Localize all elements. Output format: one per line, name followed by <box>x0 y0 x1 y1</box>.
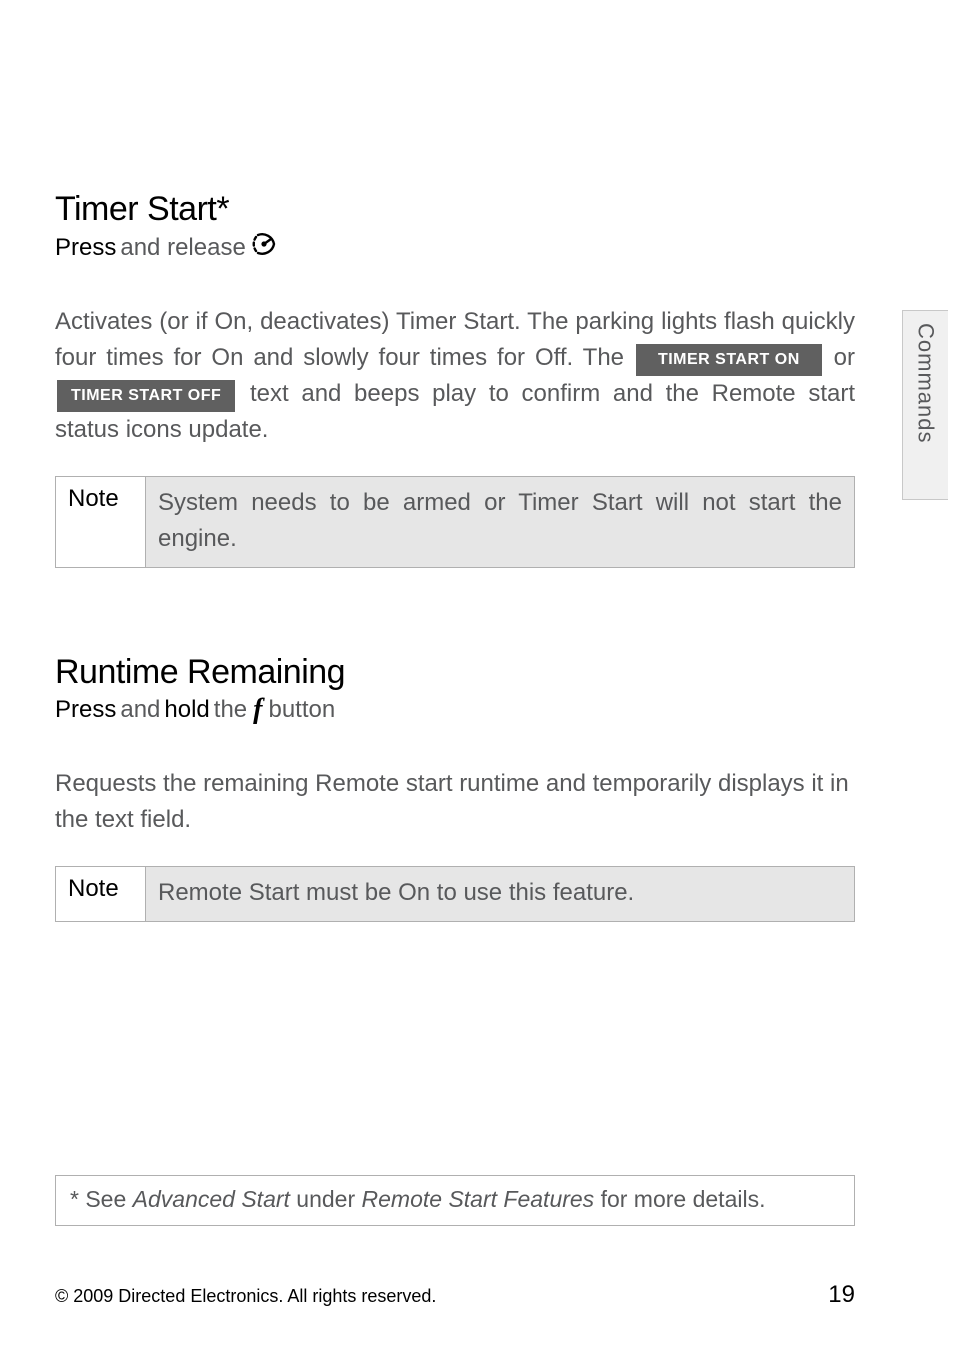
note-body: System needs to be armed or Timer Start … <box>146 477 855 568</box>
and-release: and release <box>120 234 245 262</box>
footnote-advanced-start: Advanced Start <box>133 1186 290 1212</box>
and-word: and <box>120 696 160 724</box>
instruction-timer-start: Press and release <box>55 231 855 264</box>
heading-runtime: Runtime Remaining <box>55 653 855 692</box>
note-body-2: Remote Start must be On to use this feat… <box>146 867 855 922</box>
hold-word: hold <box>164 696 209 724</box>
page-content: Timer Start* Press and release Activates… <box>55 190 855 922</box>
press-word: Press <box>55 234 116 262</box>
heading-timer-start: Timer Start* <box>55 190 855 229</box>
press-word-2: Press <box>55 696 116 724</box>
footer-page-number: 19 <box>828 1281 855 1309</box>
note-label-2: Note <box>56 867 146 922</box>
or-word: or <box>834 344 855 371</box>
section-timer-start: Timer Start* Press and release Activates… <box>55 190 855 568</box>
tag-timer-start-off: TIMER START OFF <box>57 380 235 412</box>
footnote-tail: for more details. <box>594 1186 765 1212</box>
note-timer-start: Note System needs to be armed or Timer S… <box>55 476 855 568</box>
section-runtime-remaining: Runtime Remaining Press and hold the f b… <box>55 653 855 922</box>
note-runtime: Note Remote Start must be On to use this… <box>55 866 855 922</box>
footnote-rsf: Remote Start Features <box>362 1186 595 1212</box>
note-label: Note <box>56 477 146 568</box>
the-word: the <box>214 696 247 724</box>
footnote-under: under <box>290 1186 362 1212</box>
footer: © 2009 Directed Electronics. All rights … <box>55 1281 855 1309</box>
button-word: button <box>268 696 335 724</box>
side-tab-label: Commands <box>913 323 939 443</box>
footnote: * See Advanced Start under Remote Start … <box>55 1175 855 1226</box>
footnote-star: * See <box>70 1186 133 1212</box>
instruction-runtime: Press and hold the f button <box>55 694 855 726</box>
side-tab-commands: Commands <box>902 310 948 500</box>
timer-start-body: Activates (or if On, deactivates) Timer … <box>55 304 855 448</box>
timer-icon <box>250 231 278 264</box>
runtime-body: Requests the remaining Remote start runt… <box>55 766 855 838</box>
footer-copyright: © 2009 Directed Electronics. All rights … <box>55 1286 436 1307</box>
tag-timer-start-on: TIMER START ON <box>636 344 822 376</box>
function-icon: f <box>251 694 264 726</box>
